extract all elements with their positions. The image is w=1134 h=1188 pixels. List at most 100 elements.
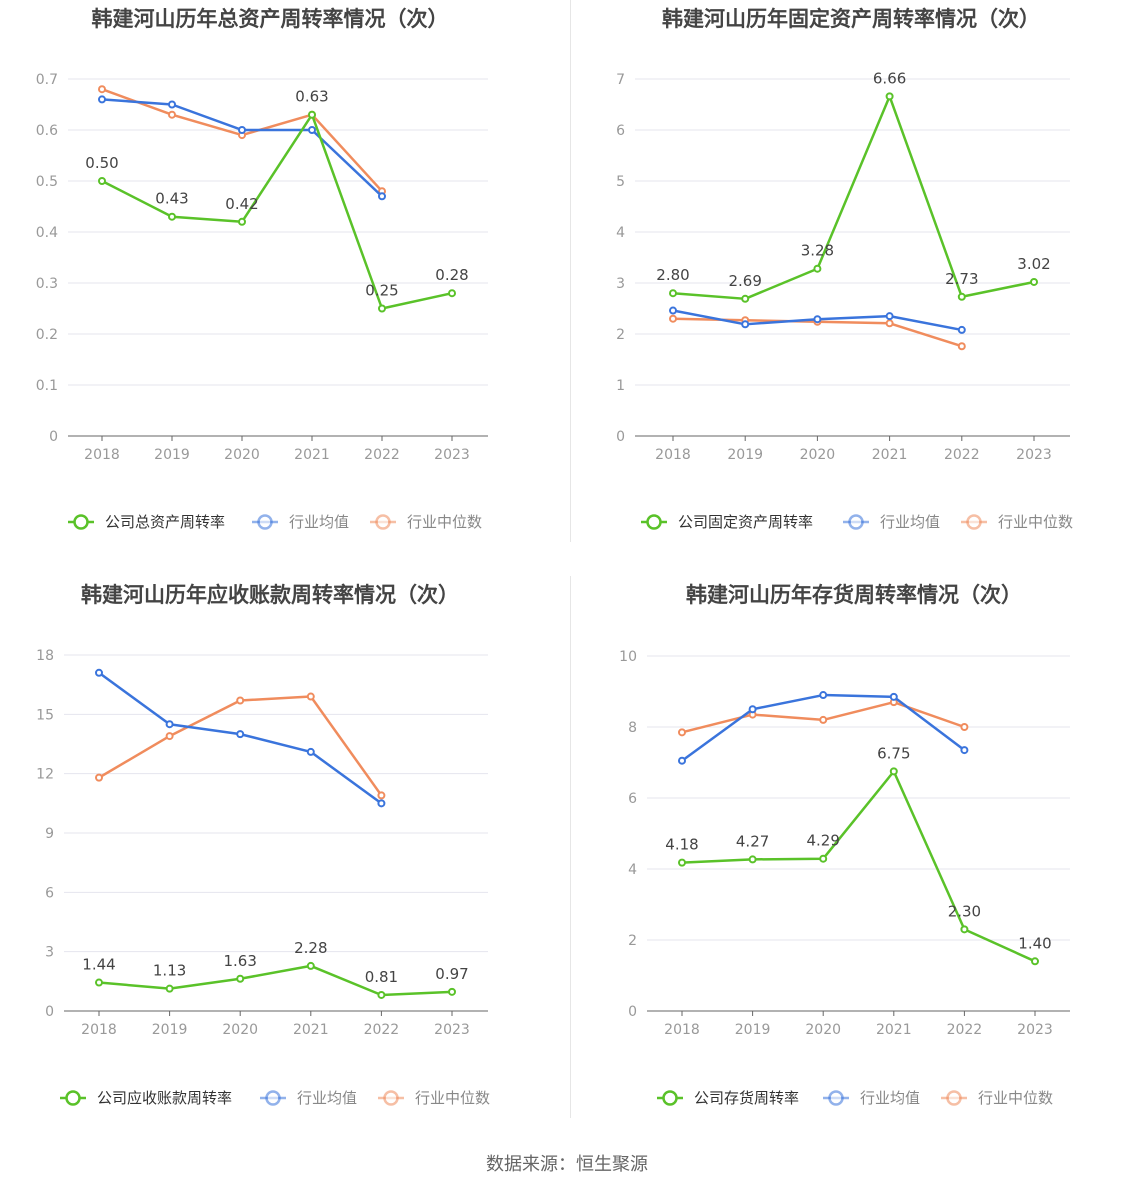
data-point-median[interactable] [306,692,315,701]
data-point-avg[interactable] [165,720,174,729]
data-point-median[interactable] [960,723,969,731]
chart-title: 韩建河山历年存货周转率情况（次） [686,583,1022,607]
data-label: 2.28 [294,939,327,957]
data-point-median[interactable] [165,732,174,741]
data-point-avg[interactable] [889,692,898,701]
data-point-median[interactable] [669,314,677,323]
data-point-median[interactable] [885,319,894,328]
data-point-median[interactable] [168,110,176,119]
y-tick-label: 4 [616,225,625,241]
legend-label: 行业中位数 [407,513,482,531]
legend-item-avg[interactable]: 行业均值 [260,1089,357,1107]
y-tick-label: 1 [616,378,625,394]
data-point-company[interactable] [308,110,316,119]
data-label: 3.02 [1017,255,1050,273]
data-label: 2.73 [945,270,978,288]
legend-item-median[interactable]: 行业中位数 [370,513,482,531]
data-point-avg[interactable] [308,126,316,134]
data-point-median[interactable] [377,791,386,800]
series-line-avg [101,98,383,198]
data-point-avg[interactable] [819,691,828,700]
legend-item-avg[interactable]: 行业均值 [823,1089,920,1107]
data-point-company[interactable] [448,987,456,996]
y-tick-label: 0.6 [36,123,58,139]
data-point-avg[interactable] [306,747,315,756]
legend-item-company[interactable]: 公司总资产周转率 [68,513,225,531]
legend-circle-icon [375,514,391,530]
data-point-company[interactable] [448,289,456,298]
data-point-avg[interactable] [678,756,686,765]
x-tick-label: 2018 [655,447,691,463]
series-line-company [98,964,453,997]
legend-item-company[interactable]: 公司存货周转率 [657,1089,799,1107]
legend-circle-icon [257,514,273,530]
data-point-avg[interactable] [378,192,386,201]
series-line-company [101,113,453,310]
x-tick-label: 2021 [293,1022,329,1038]
data-point-avg[interactable] [238,126,246,134]
data-point-company[interactable] [168,212,176,221]
data-point-company[interactable] [1030,277,1038,286]
legend-circle-icon [383,1090,399,1106]
y-tick-label: 0.4 [36,225,58,241]
legend-label: 公司存货周转率 [694,1089,799,1107]
data-point-company[interactable] [960,925,969,934]
data-point-company[interactable] [957,292,966,301]
x-tick-label: 2023 [1017,1022,1053,1038]
data-point-company[interactable] [165,984,174,993]
x-tick-label: 2023 [434,447,470,463]
data-point-median[interactable] [957,342,966,351]
legend-label: 行业中位数 [415,1089,490,1107]
data-point-avg[interactable] [236,730,245,739]
data-point-company[interactable] [1031,957,1039,966]
data-point-company[interactable] [678,858,686,867]
data-label: 6.75 [877,744,910,762]
legend-item-company[interactable]: 公司固定资产周转率 [641,513,813,531]
x-tick-label: 2021 [876,1022,912,1038]
legend-item-median[interactable]: 行业中位数 [941,1089,1053,1107]
data-point-company[interactable] [748,855,757,864]
data-point-company[interactable] [98,177,106,185]
data-point-avg[interactable] [813,315,822,324]
data-point-company[interactable] [889,767,898,776]
data-point-avg[interactable] [98,95,106,104]
legend-item-avg[interactable]: 行业均值 [252,513,349,531]
data-point-company[interactable] [377,990,386,999]
data-point-median[interactable] [819,715,828,724]
data-point-avg[interactable] [377,799,386,808]
data-point-avg[interactable] [741,320,750,329]
data-point-median[interactable] [98,85,106,94]
data-point-company[interactable] [238,217,246,226]
data-point-company[interactable] [378,304,386,313]
data-point-company[interactable] [95,978,103,987]
legend-item-median[interactable]: 行业中位数 [378,1089,490,1107]
data-point-company[interactable] [669,289,677,298]
y-tick-label: 12 [36,767,54,783]
chart-receivable-turnover: 韩建河山历年应收账款周转率情况（次） 0 3 6 9 12 15 18 2018 2019 2020… [36,583,490,1107]
data-point-avg[interactable] [168,100,176,109]
data-point-avg[interactable] [95,668,103,677]
data-point-median[interactable] [678,728,686,737]
data-point-company[interactable] [885,92,894,101]
data-point-company[interactable] [236,974,245,983]
y-tick-label: 2 [628,933,637,949]
legend-item-median[interactable]: 行业中位数 [961,513,1073,531]
data-point-avg[interactable] [669,306,677,315]
data-point-company[interactable] [741,294,750,303]
legend-item-company[interactable]: 公司应收账款周转率 [60,1089,232,1107]
series-line-median [98,695,383,797]
data-point-avg[interactable] [748,705,757,714]
chart-title: 韩建河山历年应收账款周转率情况（次） [81,583,459,607]
data-point-avg[interactable] [960,746,969,755]
y-tick-label: 7 [616,72,625,88]
data-point-company[interactable] [306,961,315,970]
data-point-company[interactable] [813,264,822,273]
legend-item-avg[interactable]: 行业均值 [843,513,940,531]
data-point-median[interactable] [236,696,245,705]
data-label: 0.25 [365,282,398,300]
data-point-company[interactable] [819,854,828,863]
legend-circle-icon [73,514,89,530]
data-point-median[interactable] [95,773,103,782]
data-point-avg[interactable] [885,312,894,321]
data-point-avg[interactable] [957,325,966,334]
